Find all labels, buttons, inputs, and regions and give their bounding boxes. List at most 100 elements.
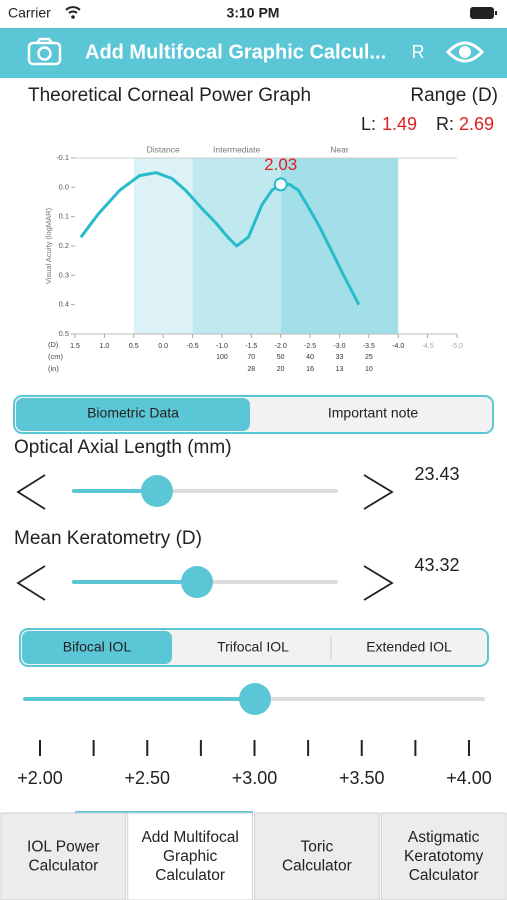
wifi-icon [65,6,81,14]
segment-selected [22,631,172,664]
tab-label: Toric [301,839,334,856]
row-label: (cm) [48,352,63,361]
row-label: (in) [48,364,59,373]
cm-label: 70 [247,354,255,361]
left-label: L: [361,114,376,134]
x-tick-label: 0.5 [129,343,139,350]
slider-tick-label: +4.00 [446,768,492,788]
cm-label: 40 [306,354,314,361]
range-label: Range (D) [410,85,498,106]
marker-label: 2.03 [264,155,297,174]
segment-item[interactable]: Bifocal IOL [63,639,132,655]
region-label: Distance [147,144,180,154]
camera-button[interactable] [27,37,62,66]
x-tick-label: -5,0 [451,343,463,350]
nav-bar [0,28,507,78]
x-tick-label: -4.0 [392,343,404,350]
y-tick-label: 0.2 [59,241,69,250]
nav-title: Add Multifocal Graphic Calcul... [85,41,386,63]
tab[interactable] [127,812,253,900]
x-tick-label: -3.0 [333,343,345,350]
tab-label: Graphic [163,848,218,865]
marker [273,177,288,192]
right-label: R: [436,114,454,134]
time: 3:10 PM [227,5,280,21]
tab-label: Calculator [409,867,479,884]
x-tick-label: -2.5 [304,343,316,350]
left-value: 1.49 [382,114,417,134]
tab-label: Keratotomy [404,848,484,865]
battery [470,7,494,19]
slider-value: 43.32 [414,555,459,575]
slider-label: Mean Keratometry (D) [14,528,202,549]
tab[interactable] [254,812,380,900]
in-label: 20 [277,366,285,373]
cm-label: 100 [216,354,228,361]
x-tick-label: -4,5 [422,343,434,350]
slider-fill [23,697,255,701]
region-label: Near [330,144,349,154]
tab[interactable] [380,812,507,900]
in-label: 13 [336,366,344,373]
in-label: 28 [247,366,255,373]
wifi-dot [71,15,75,19]
slider-fill [72,489,157,493]
tab-label: IOL Power [27,839,100,856]
tab-label: Calculator [282,858,352,875]
tab[interactable] [0,812,127,900]
y-tick-label: -0.1 [56,153,69,162]
in-label: 10 [365,366,373,373]
y-tick-label: 0.0 [59,182,69,191]
slider-fill [72,580,197,584]
decrement-button[interactable] [16,474,46,510]
x-tick-label: -1.5 [245,343,257,350]
slider-tick-label: +3.00 [232,768,278,788]
increment-button[interactable] [363,474,394,510]
region [133,158,193,334]
x-tick-label: 1.0 [100,343,110,350]
in-label: 16 [306,366,314,373]
slider-thumb[interactable] [239,683,271,715]
y-tick-label: 0.4 [59,300,69,309]
tab-bar: IOL Power Calculator Add Multifocal Graphic… [0,812,507,900]
slider-thumb[interactable] [181,566,213,598]
x-tick-label: -1.0 [216,343,228,350]
cm-label: 33 [336,354,344,361]
slider-tick-label: +2.00 [17,768,63,788]
cm-label: 50 [277,354,285,361]
x-tick-label: -3.5 [363,343,375,350]
x-tick-label: 0.0 [158,343,168,350]
add-power-ticks: +2.00 +2.50 +3.00 +3.50 +4.00 [17,740,492,788]
segment-item[interactable]: Biometric Data [87,405,179,421]
segment-selected [16,398,250,431]
segment-item[interactable]: Extended IOL [366,639,452,655]
right-value: 2.69 [459,114,494,134]
increment-button[interactable] [363,565,394,601]
tab-label: Calculator [28,858,98,875]
x-tick-label: -0.5 [187,343,199,350]
region [280,158,399,334]
y-tick-label: 0.5 [59,329,69,338]
segment-item[interactable]: Trifocal IOL [217,639,289,655]
battery-tip [495,11,497,15]
nav-right-label[interactable]: R [412,42,425,62]
eye-button[interactable] [445,41,485,63]
y-tick-label: 0.3 [59,270,69,279]
slider-label: Optical Axial Length (mm) [14,437,232,458]
cm-label: 25 [365,354,373,361]
y-tick-label: 0.1 [59,212,69,221]
x-tick-label: -2.0 [275,343,287,350]
carrier: Carrier [8,5,51,21]
region-label: Intermediate [213,144,261,154]
tab-label: Calculator [155,867,225,884]
tab-label: Astigmatic [408,829,480,846]
decrement-button[interactable] [16,565,46,601]
tab-label: Add Multifocal [141,829,238,846]
slider-tick-label: +3.50 [339,768,385,788]
segment-item[interactable]: Important note [328,405,418,421]
y-axis-title: Visual Acuity (logMAR) [44,207,53,284]
graph: Distance Intermediate Near -0.1 0.0 0.1 0.2 0.3… [44,144,463,373]
slider-thumb[interactable] [141,475,173,507]
